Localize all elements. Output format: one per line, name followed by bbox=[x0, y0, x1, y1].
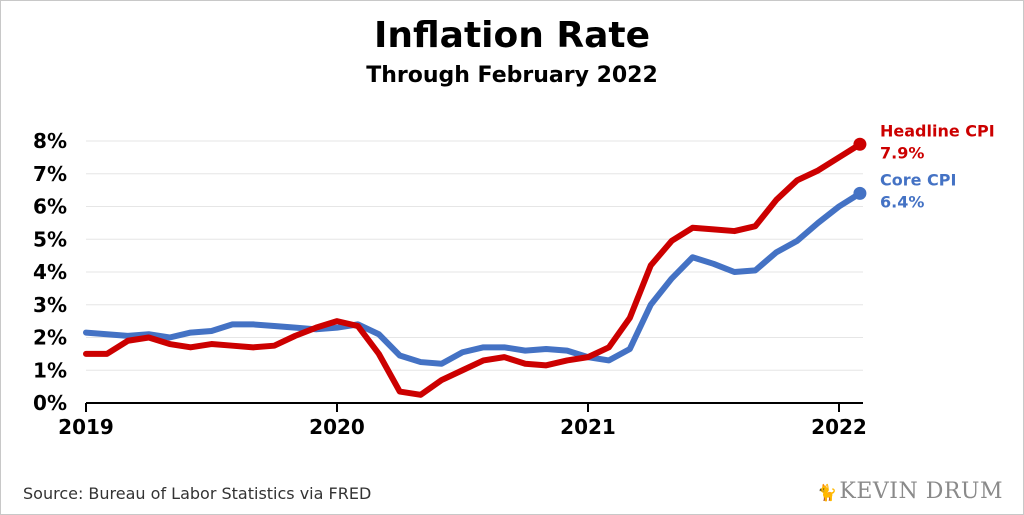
x-tick-label: 2022 bbox=[811, 415, 867, 439]
cat-icon: 🐈 bbox=[816, 483, 838, 502]
y-tick-label: 2% bbox=[33, 326, 67, 350]
chart-subtitle: Through February 2022 bbox=[366, 63, 658, 88]
headline-cpi-value-label: 7.9% bbox=[880, 143, 924, 162]
core-cpi-line bbox=[83, 190, 863, 367]
grid-layer bbox=[86, 140, 863, 371]
y-tick-label: 3% bbox=[33, 293, 67, 317]
x-tick-label: 2021 bbox=[560, 415, 616, 439]
core-cpi-name-label: Core CPI bbox=[880, 170, 956, 189]
y-tick-label: 8% bbox=[33, 129, 67, 153]
brand-name: KEVIN DRUM bbox=[839, 479, 1003, 504]
series-layer bbox=[83, 137, 867, 398]
y-axis-ticks: 0% 1% 2% 3% 4% 5% 6% 7% 8% bbox=[33, 129, 67, 415]
x-tick-label: 2020 bbox=[309, 415, 365, 439]
y-tick-label: 4% bbox=[33, 260, 67, 284]
headline-cpi-name-label: Headline CPI bbox=[880, 121, 995, 140]
core-cpi-end-marker bbox=[853, 186, 867, 200]
chart-title: Inflation Rate bbox=[373, 15, 651, 56]
source-note: Source: Bureau of Labor Statistics via F… bbox=[23, 484, 372, 503]
brand-logo: 🐈KEVIN DRUM bbox=[817, 479, 1003, 504]
core-cpi-value-label: 6.4% bbox=[880, 192, 924, 211]
headline-cpi-line bbox=[83, 141, 863, 398]
x-axis: 2019 2020 2021 2022 bbox=[58, 402, 867, 439]
headline-cpi-end-marker bbox=[853, 137, 867, 151]
y-tick-label: 0% bbox=[33, 391, 67, 415]
y-tick-label: 1% bbox=[33, 358, 67, 382]
end-labels: Core CPI 6.4% Headline CPI 7.9% bbox=[880, 121, 995, 211]
y-tick-label: 7% bbox=[33, 162, 67, 186]
x-tick-label: 2019 bbox=[58, 415, 114, 439]
y-tick-label: 6% bbox=[33, 195, 67, 219]
y-tick-label: 5% bbox=[33, 227, 67, 251]
